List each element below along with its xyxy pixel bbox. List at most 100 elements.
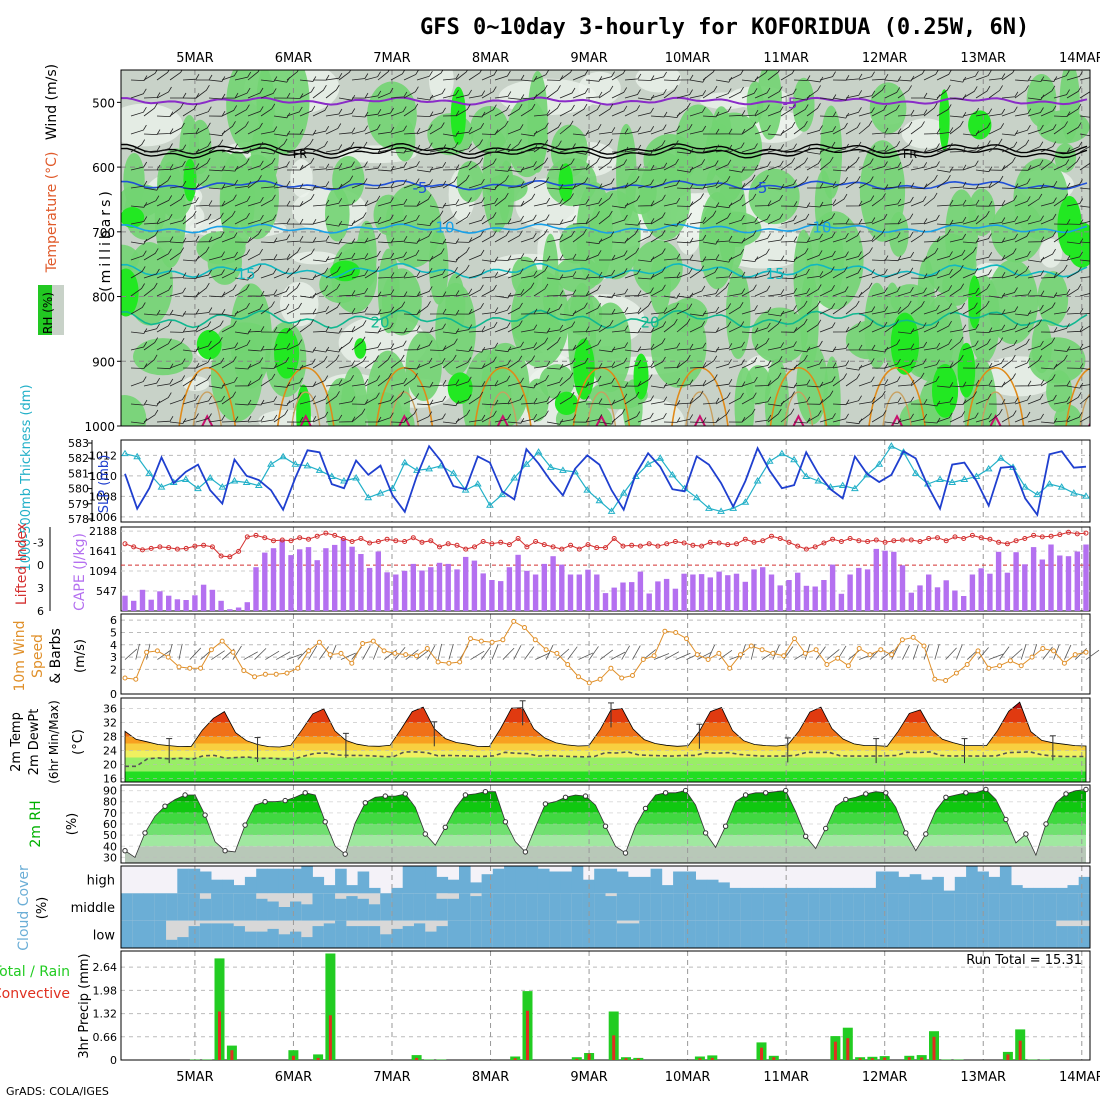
wind-barb xyxy=(195,357,212,369)
wind-barb xyxy=(611,214,628,225)
wind-barb xyxy=(468,284,484,297)
wind-barb xyxy=(936,303,953,315)
wind-speed-point xyxy=(414,653,419,659)
cloud-cell xyxy=(616,871,629,894)
thickness-tick-label: 578 xyxy=(68,513,89,526)
li-point xyxy=(1066,529,1071,535)
wind-barb xyxy=(195,141,212,153)
wind-barb xyxy=(351,111,369,118)
wind-barb xyxy=(611,105,628,117)
wind-barb xyxy=(533,139,549,153)
thickness-point xyxy=(425,464,433,472)
li-point xyxy=(541,542,547,548)
wind-barb xyxy=(949,336,964,351)
wind-barb xyxy=(208,251,225,261)
wind-barb xyxy=(676,102,691,117)
li-point xyxy=(1004,541,1010,547)
rh-saturated-patch xyxy=(890,312,920,375)
wind-barb xyxy=(559,70,573,81)
li-point xyxy=(358,536,364,541)
wind-barb xyxy=(975,140,991,153)
wind-barb xyxy=(702,254,720,261)
rh-point xyxy=(763,790,769,796)
wind-barb xyxy=(754,269,771,279)
li-point xyxy=(384,536,390,542)
thickness-tick-label: 580 xyxy=(68,483,89,496)
cape-bar xyxy=(436,562,443,611)
wind-barb xyxy=(988,138,1003,153)
li-point xyxy=(323,530,329,536)
wind-barb xyxy=(429,248,445,261)
cloud-cell xyxy=(222,923,234,948)
cloud-cell xyxy=(650,893,663,921)
thickness-point xyxy=(960,475,969,482)
wind-barb xyxy=(1040,124,1057,135)
wind-speed-point xyxy=(878,647,884,653)
rh-point xyxy=(482,789,489,795)
wind-barb xyxy=(871,73,889,81)
wind-barb xyxy=(338,290,356,297)
precip-total-bar xyxy=(411,1055,422,1060)
wind-barb xyxy=(156,236,174,243)
wind-barb xyxy=(208,395,225,405)
wind-barb xyxy=(533,157,549,171)
wind-barb xyxy=(741,174,756,189)
wind-speed-point xyxy=(522,625,527,630)
li-point xyxy=(891,538,897,544)
wind-speed-point xyxy=(889,652,895,658)
wind-barb xyxy=(949,264,964,279)
wind-barb xyxy=(377,289,395,297)
wind-barb xyxy=(455,174,470,189)
wind-barb xyxy=(767,318,782,333)
wind-barb xyxy=(507,215,524,225)
cloud-cell xyxy=(752,920,764,948)
cloud-cell xyxy=(335,920,347,948)
date-label-top: 9MAR xyxy=(570,51,607,66)
wind-speed-point xyxy=(187,665,193,671)
wind-barb xyxy=(312,199,330,207)
surface-wind-barb xyxy=(578,652,594,660)
wind-barb xyxy=(234,399,252,406)
wind-barb xyxy=(299,381,317,388)
wind-barb xyxy=(988,309,1006,315)
rh-point xyxy=(582,793,589,799)
rh-point xyxy=(562,794,569,800)
wind-barb xyxy=(559,230,575,243)
wind-barb xyxy=(988,292,1006,299)
thickness-point xyxy=(1069,489,1078,496)
surface-wind-barb xyxy=(502,647,515,660)
cloud-cell xyxy=(391,887,403,894)
li-point xyxy=(760,538,766,544)
wind-tick-label: 3 xyxy=(110,651,117,664)
cape-bar xyxy=(1013,552,1019,611)
cape-bar xyxy=(987,573,993,611)
wind-barb xyxy=(533,228,548,243)
cape-bar xyxy=(768,574,775,611)
cloud-cell xyxy=(436,926,449,948)
wind-speed-point xyxy=(208,647,214,653)
cloud-cell xyxy=(1044,887,1057,894)
wind-barb xyxy=(767,255,785,262)
cloud-layer-label: high xyxy=(87,874,115,889)
cloud-cell xyxy=(1033,920,1046,948)
cloud-cell xyxy=(875,920,888,948)
wind-barb xyxy=(416,142,433,153)
rh-point xyxy=(282,797,288,804)
cape-bar xyxy=(297,549,303,611)
cloud-cell xyxy=(785,920,798,948)
wind-barb xyxy=(897,379,915,387)
wind-barb xyxy=(1040,157,1055,171)
wind-barb xyxy=(1027,394,1044,405)
wind-barb xyxy=(884,162,902,171)
cloud-cell xyxy=(718,920,730,948)
surface-wind-barb xyxy=(632,645,641,660)
rh-tick-label: 50 xyxy=(103,829,117,842)
wind-barb xyxy=(169,102,184,117)
wind-barb xyxy=(390,215,407,225)
rh-moist-patch xyxy=(792,77,815,132)
cape-bar xyxy=(576,574,582,611)
wind-barb xyxy=(299,193,315,207)
wind-barb xyxy=(390,125,407,135)
wind-barb xyxy=(871,161,888,171)
